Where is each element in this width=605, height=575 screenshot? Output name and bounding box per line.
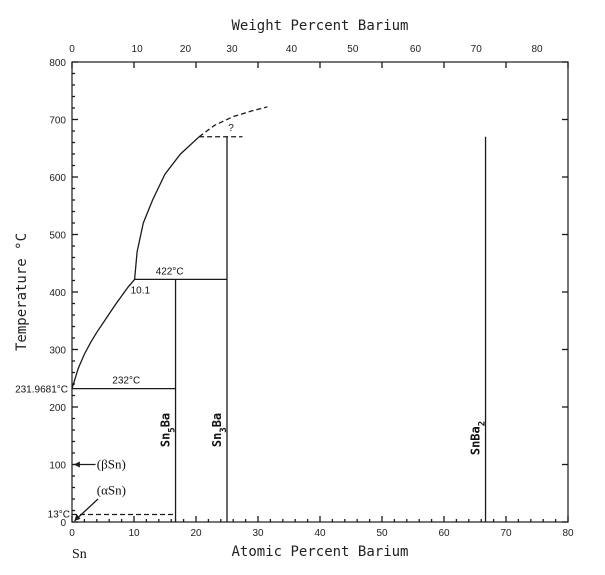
- x-tick-label: 10: [128, 528, 140, 539]
- y-tick-label: 400: [49, 288, 66, 299]
- axis-ticks: 0 10 20 30 40 50 60 70 800 10 20 30 40 50 60 70 80010020…: [49, 44, 574, 539]
- annotation-13: 13°C: [48, 510, 70, 521]
- y-tick-label: 600: [49, 173, 66, 184]
- phase-label-sn3ba: Sn3Ba: [210, 413, 229, 447]
- annotation-10-1: 10.1: [131, 285, 151, 296]
- beta-arrow-icon: [73, 461, 96, 468]
- phase-label-sn5ba: Sn5Ba: [159, 413, 178, 447]
- liquidus-low-curve: [71, 278, 136, 389]
- x-tick-label: 50: [376, 528, 388, 539]
- y-tick-label: 300: [49, 346, 66, 357]
- annotation-232: 232°C: [112, 376, 140, 387]
- annotations: Sn5Ba Sn3Ba SnBa2: [159, 413, 488, 455]
- annotation-sn: Sn: [72, 547, 87, 562]
- y-axis-title: Temperature °C: [14, 233, 30, 351]
- y-tick-label: 800: [49, 58, 66, 69]
- x-tick-label: 80: [562, 528, 574, 539]
- liquidus-high-curve: [133, 136, 200, 280]
- top-tick-label: 0: [69, 44, 75, 55]
- top-tick-label: 70: [471, 44, 483, 55]
- x-tick-label: 30: [252, 528, 264, 539]
- top-tick-label: 50: [347, 44, 359, 55]
- annotation-alpha-sn: (αSn): [97, 482, 126, 497]
- y-tick-label: 700: [49, 116, 66, 127]
- x-tick-label: 40: [314, 528, 326, 539]
- alpha-arrow-head: [74, 513, 81, 521]
- x-tick-label: 70: [500, 528, 512, 539]
- phase-boundaries: [71, 106, 487, 522]
- top-tick-label: 30: [226, 44, 238, 55]
- annotation-422: 422°C: [156, 266, 184, 277]
- top-axis-title: Weight Percent Barium: [231, 18, 408, 34]
- y-tick-label: 500: [49, 231, 66, 242]
- top-tick-label: 10: [132, 44, 144, 55]
- annotation-melting-point: 231.9681°C: [15, 385, 68, 396]
- top-tick-label: 80: [531, 44, 543, 55]
- x-tick-label: 60: [438, 528, 450, 539]
- liquidus-dashed-curve: [198, 106, 268, 138]
- y-tick-label: 100: [49, 461, 66, 472]
- beta-arrow-head: [73, 461, 80, 468]
- top-tick-label: 60: [410, 44, 422, 55]
- annotation-beta-sn: (βSn): [97, 457, 126, 472]
- annotation-question: ?: [228, 123, 234, 134]
- x-tick-label: 20: [190, 528, 202, 539]
- x-axis-title: Atomic Percent Barium: [231, 544, 408, 560]
- x-tick-label: 0: [69, 528, 75, 539]
- phase-label-snba2: SnBa2: [469, 421, 488, 455]
- y-tick-label: 200: [49, 403, 66, 414]
- top-tick-label: 20: [180, 44, 192, 55]
- y-tick-label: 0: [60, 518, 66, 529]
- top-tick-label: 40: [286, 44, 298, 55]
- alpha-arrow-icon: [74, 498, 99, 522]
